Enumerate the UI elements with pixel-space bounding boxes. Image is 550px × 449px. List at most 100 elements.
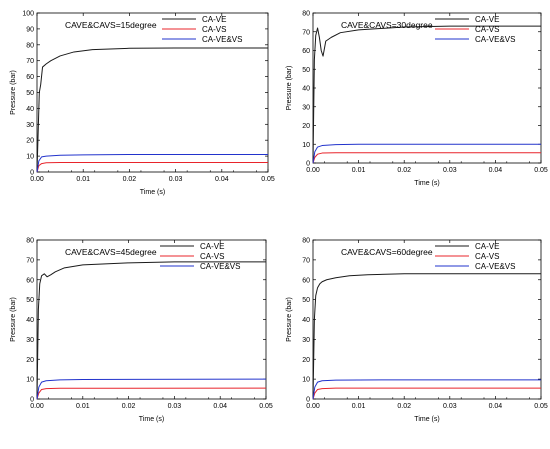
y-tick-label: 80 [26,238,34,245]
y-tick-label: 60 [302,48,310,55]
chart-panel-4: 0.00 0.01 0.02 0.03 0.04 0.05 0 10 20 30 40 50 60 70 8… [286,238,548,424]
x-tick-label: 0.01 [352,403,366,410]
x-tick-label: 0.04 [215,176,229,183]
y-tick-label: 50 [302,297,310,304]
x-tick-label: 0.02 [122,403,136,410]
series-line-ca-ve-vs [36,378,267,400]
legend-label: CA-VE&VS [475,35,515,44]
y-tick-label: 60 [26,277,34,284]
legend-label: CA-VE [202,15,226,24]
y-tick-label: 30 [302,337,310,344]
y-tick-label: 10 [302,377,310,384]
series-line-ca-vs [36,387,267,400]
y-tick-label: 50 [302,67,310,74]
y-tick-label: 0 [306,161,310,168]
y-tick-label: 80 [302,238,310,245]
y-tick-label: 0 [30,170,34,177]
x-tick-label: 0.03 [443,167,457,174]
y-tick-label: 60 [302,277,310,284]
chart-panel-2: 0.00 0.01 0.02 0.03 0.04 0.05 0 10 20 30 40 50 60 70 8… [286,11,548,188]
series-line-ca-ve-vs [312,143,541,164]
y-tick-label: 0 [30,397,34,404]
y-tick-label: 40 [302,86,310,93]
legend-label: CA-VE&VS [475,262,515,271]
y-tick-label: 20 [302,357,310,364]
x-tick-label: 0.02 [123,176,137,183]
x-tick-label: 0.03 [443,403,457,410]
panel-annotation: CAVE&CAVS=60degree [341,247,433,257]
y-tick-label: 90 [26,26,34,33]
x-tick-label: 0.00 [30,176,44,183]
legend-label: CA-VE [200,242,224,251]
x-tick-label: 0.00 [30,403,44,410]
y-tick-label: 50 [26,90,34,97]
x-tick-label: 0.03 [169,176,183,183]
panel-annotation: CAVE&CAVS=15degree [65,20,157,30]
x-tick-label: 0.04 [213,403,227,410]
y-tick-label: 10 [26,377,34,384]
x-tick-label: 0.02 [397,167,411,174]
y-axis-label: Pressure (bar) [286,66,293,111]
y-tick-label: 40 [302,317,310,324]
legend-label: CA-VS [200,252,224,261]
x-tick-label: 0.00 [306,403,320,410]
y-tick-label: 80 [302,11,310,18]
y-tick-label: 20 [302,123,310,130]
legend-label: CA-VE [475,15,499,24]
legend-label: CA-VE [475,242,499,251]
x-tick-label: 0.05 [534,403,548,410]
series-line-ca-ve-vs [312,379,541,400]
series-line-ca-vs [312,152,541,164]
series-line-ca-ve [36,261,266,400]
y-tick-label: 70 [302,29,310,36]
x-tick-label: 0.02 [397,403,411,410]
y-tick-label: 100 [22,11,34,18]
legend-label: CA-VS [475,252,499,261]
y-tick-label: 70 [26,257,34,264]
y-tick-label: 0 [306,397,310,404]
series-line-ca-ve [312,273,541,400]
x-tick-label: 0.05 [261,176,275,183]
chart-panel-3: 0.00 0.01 0.02 0.03 0.04 0.05 0 10 20 30 40 50 60 70 8… [10,238,273,424]
chart-panel-1: 0.00 0.01 0.02 0.03 0.04 0.05 0 10 20 30 40 50 60 70 8… [10,11,275,197]
y-tick-label: 60 [26,74,34,81]
y-tick-label: 30 [26,337,34,344]
x-tick-label: 0.01 [352,167,366,174]
y-tick-label: 40 [26,106,34,113]
y-tick-label: 50 [26,297,34,304]
y-axis-label: Pressure (bar) [10,297,17,342]
series-line-ca-vs [312,387,541,400]
panel-annotation: CAVE&CAVS=30degree [341,20,433,30]
x-tick-label: 0.00 [306,167,320,174]
series-line-ca-ve [36,47,268,173]
x-tick-label: 0.05 [534,167,548,174]
series-line-ca-ve-vs [36,154,268,173]
x-tick-label: 0.01 [76,403,90,410]
y-tick-label: 10 [302,142,310,149]
legend-label: CA-VS [475,25,499,34]
legend-label: CA-VE&VS [200,262,240,271]
y-tick-label: 30 [302,104,310,111]
x-tick-label: 0.04 [489,167,503,174]
x-tick-label: 0.05 [259,403,273,410]
y-tick-label: 70 [26,58,34,65]
legend-label: CA-VS [202,25,226,34]
x-tick-label: 0.01 [76,176,90,183]
y-tick-label: 30 [26,122,34,129]
series-line-ca-ve [312,25,541,164]
series-line-ca-vs [36,161,268,173]
y-axis-label: Pressure (bar) [286,297,293,342]
legend-label: CA-VE&VS [202,35,242,44]
x-tick-label: 0.04 [489,403,503,410]
y-tick-label: 20 [26,138,34,145]
y-tick-label: 80 [26,42,34,49]
panel-annotation: CAVE&CAVS=45degree [65,247,157,257]
y-tick-label: 70 [302,257,310,264]
y-axis-label: Pressure (bar) [10,70,17,115]
y-tick-label: 40 [26,317,34,324]
